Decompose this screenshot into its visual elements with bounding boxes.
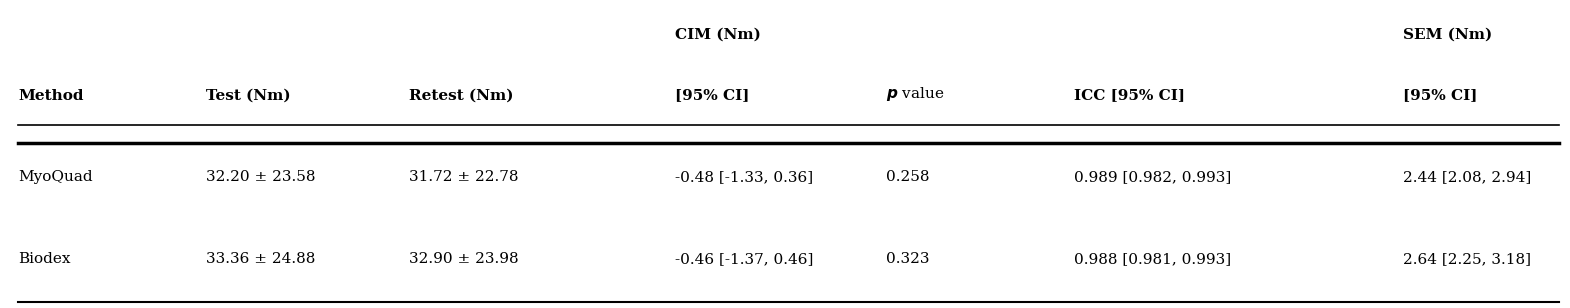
Text: SEM (Nm): SEM (Nm) — [1402, 28, 1492, 42]
Text: -0.48 [-1.33, 0.36]: -0.48 [-1.33, 0.36] — [675, 170, 813, 184]
Text: 32.20 ± 23.58: 32.20 ± 23.58 — [206, 170, 316, 184]
Text: Test (Nm): Test (Nm) — [206, 89, 290, 103]
Text: 2.44 [2.08, 2.94]: 2.44 [2.08, 2.94] — [1402, 170, 1531, 184]
Text: Retest (Nm): Retest (Nm) — [410, 89, 513, 103]
Text: 2.64 [2.25, 3.18]: 2.64 [2.25, 3.18] — [1402, 252, 1531, 266]
Text: Method: Method — [19, 89, 83, 103]
Text: 33.36 ± 24.88: 33.36 ± 24.88 — [206, 252, 316, 266]
Text: 0.989 [0.982, 0.993]: 0.989 [0.982, 0.993] — [1074, 170, 1231, 184]
Text: -0.46 [-1.37, 0.46]: -0.46 [-1.37, 0.46] — [675, 252, 813, 266]
Text: ICC [95% CI]: ICC [95% CI] — [1074, 89, 1185, 103]
Text: Biodex: Biodex — [19, 252, 71, 266]
Text: $\bfit{p}$ value: $\bfit{p}$ value — [887, 85, 945, 103]
Text: 32.90 ± 23.98: 32.90 ± 23.98 — [410, 252, 520, 266]
Text: 0.988 [0.981, 0.993]: 0.988 [0.981, 0.993] — [1074, 252, 1231, 266]
Text: CIM (Nm): CIM (Nm) — [675, 28, 761, 42]
Text: [95% CI]: [95% CI] — [675, 89, 749, 103]
Text: [95% CI]: [95% CI] — [1402, 89, 1477, 103]
Text: 0.323: 0.323 — [887, 252, 929, 266]
Text: 0.258: 0.258 — [887, 170, 929, 184]
Text: MyoQuad: MyoQuad — [19, 170, 93, 184]
Text: 31.72 ± 22.78: 31.72 ± 22.78 — [410, 170, 520, 184]
